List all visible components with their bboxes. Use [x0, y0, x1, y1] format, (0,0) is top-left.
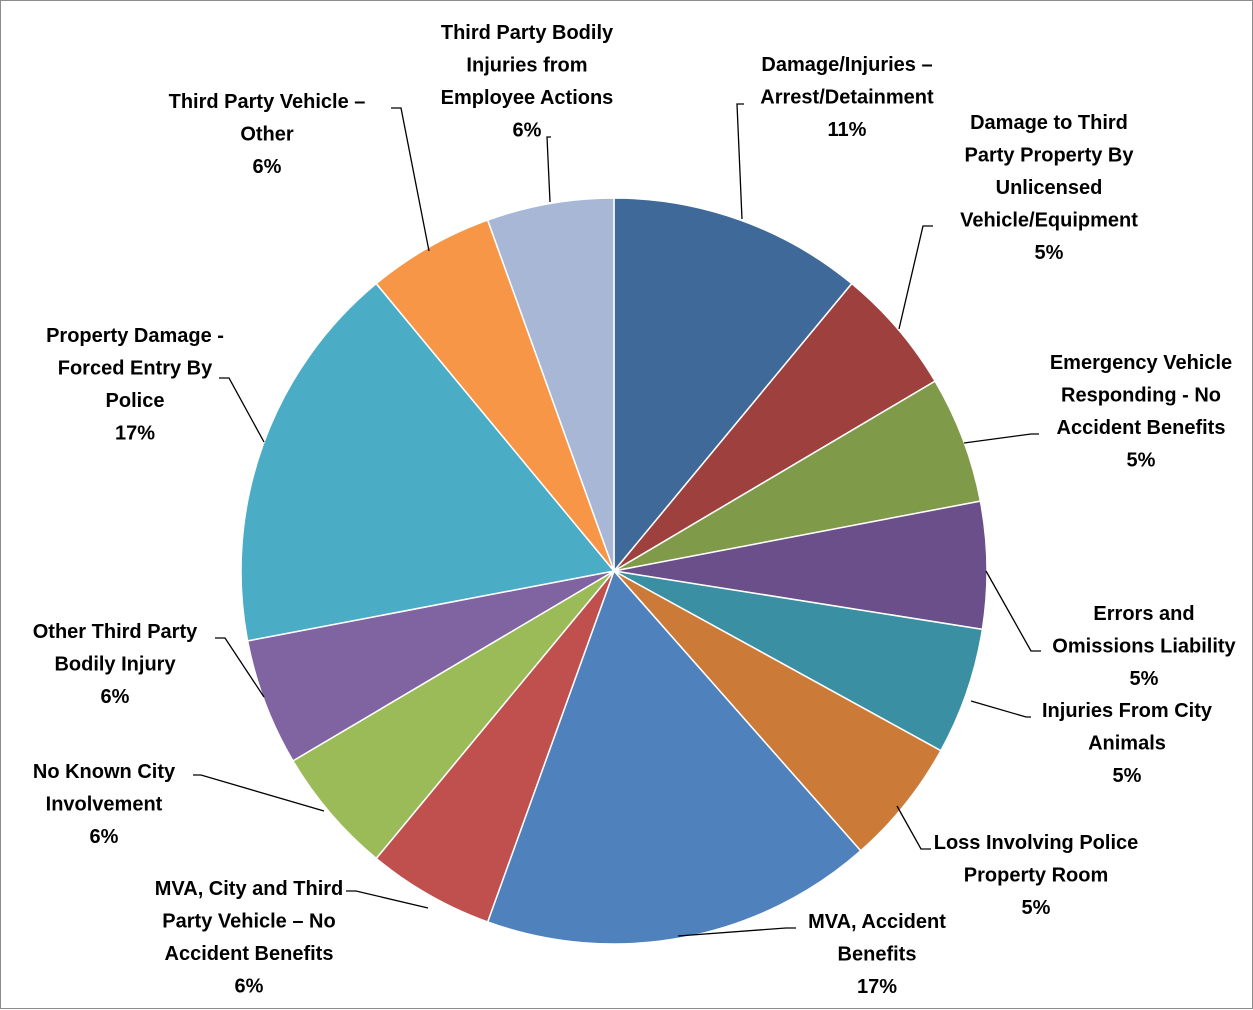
slice-percent-label: 5%	[1127, 450, 1156, 472]
slice-category-label: Employee Actions	[441, 87, 614, 109]
leader-line	[677, 927, 796, 937]
slice-category-label: MVA, Accident	[808, 911, 946, 933]
slice-label: Injuries From City Animals 5%	[1042, 700, 1213, 787]
slice-category-label: No Known City	[33, 761, 176, 783]
leader-line	[963, 433, 1039, 444]
slice-label: Errors and Omissions Liability 5%	[1052, 603, 1236, 690]
slice-category-label: Animals	[1088, 733, 1166, 755]
slice-category-label: Damage/Injuries –	[761, 54, 932, 76]
slice-percent-label: 6%	[235, 976, 264, 998]
slice-category-label: Accident Benefits	[165, 943, 334, 965]
slice-label: Other Third Party Bodily Injury 6%	[33, 621, 198, 708]
pie-slice	[291, 570, 615, 860]
leader-line	[898, 225, 933, 330]
slice-label: MVA, City and Third Party Vehicle – No Acc…	[155, 878, 344, 998]
slice-percent-label: 6%	[101, 686, 130, 708]
slice-label: Emergency Vehicle Responding - No Accident…	[1050, 352, 1232, 472]
slice-label: MVA, Accident Benefits 17%	[808, 911, 946, 998]
slice-category-label: Benefits	[838, 944, 917, 966]
leader-line	[896, 805, 931, 850]
leader-line	[546, 136, 551, 203]
slice-percent-label: 6%	[253, 156, 282, 178]
slice-category-label: Property Damage -	[46, 325, 224, 347]
slice-percent-label: 17%	[857, 976, 897, 998]
pie-slice	[240, 282, 616, 642]
slice-category-label: Emergency Vehicle	[1050, 352, 1232, 374]
pie-slice	[613, 282, 937, 572]
slice-category-label: Unlicensed	[996, 177, 1103, 199]
slice-labels: Damage/Injuries – Arrest/Detainment 11% Dam…	[33, 22, 1237, 998]
leader-line	[193, 774, 325, 812]
slice-category-label: Other Third Party	[33, 621, 198, 643]
slice-category-label: Forced Entry By	[58, 358, 213, 380]
leader-line	[985, 570, 1041, 652]
slice-category-label: Omissions Liability	[1052, 636, 1236, 658]
pie-slice	[613, 500, 988, 631]
slice-category-label: Third Party Vehicle –	[169, 91, 366, 113]
slice-category-label: Party Vehicle – No	[162, 911, 335, 933]
slice-category-label: MVA, City and Third	[155, 878, 344, 900]
slice-category-label: Party Property By	[965, 145, 1135, 167]
leader-lines	[193, 103, 1041, 937]
slice-percent-label: 6%	[90, 826, 119, 848]
pie-slice	[613, 570, 942, 852]
pie-slice	[613, 570, 984, 752]
slice-category-label: Damage to Third	[970, 112, 1128, 134]
leader-line	[970, 700, 1031, 718]
slice-percent-label: 5%	[1022, 897, 1051, 919]
slice-percent-label: 17%	[115, 423, 155, 445]
slice-label: No Known City Involvement 6%	[33, 761, 176, 848]
slice-category-label: Other	[240, 124, 294, 146]
slice-category-label: Bodily Injury	[54, 654, 176, 676]
slice-percent-label: 6%	[513, 120, 542, 142]
pie-slice	[375, 219, 615, 572]
leader-line	[219, 377, 265, 443]
pie-slice	[375, 570, 615, 923]
pie-slice	[613, 197, 853, 574]
slice-percent-label: 5%	[1035, 242, 1064, 264]
pie-slices	[240, 197, 988, 945]
slice-category-label: Arrest/Detainment	[760, 87, 934, 109]
slice-category-label: Property Room	[964, 865, 1108, 887]
slice-category-label: Accident Benefits	[1057, 417, 1226, 439]
leader-line	[736, 103, 744, 220]
slice-percent-label: 5%	[1113, 765, 1142, 787]
slice-percent-label: 11%	[828, 119, 867, 141]
slice-category-label: Vehicle/Equipment	[960, 210, 1138, 232]
slice-percent-label: 5%	[1130, 668, 1159, 690]
slice-category-label: Involvement	[46, 794, 163, 816]
pie-slice	[486, 197, 615, 572]
slice-category-label: Third Party Bodily	[441, 22, 614, 44]
leader-line	[391, 107, 430, 252]
pie-slice	[613, 380, 982, 572]
slice-category-label: Responding - No	[1061, 385, 1221, 407]
slice-category-label: Errors and	[1093, 603, 1194, 625]
pie-slice	[246, 570, 615, 762]
slice-label: Property Damage - Forced Entry By Police 17…	[46, 325, 224, 445]
leader-line	[346, 890, 429, 909]
slice-label: Damage/Injuries – Arrest/Detainment 11%	[760, 54, 934, 141]
slice-category-label: Loss Involving Police	[934, 832, 1139, 854]
leader-line	[215, 637, 265, 698]
slice-category-label: Injuries from	[466, 55, 587, 77]
slice-label: Loss Involving Police Property Room 5%	[934, 832, 1139, 919]
slice-label: Third Party Vehicle – Other 6%	[169, 91, 366, 178]
slice-category-label: Police	[106, 390, 165, 412]
slice-label: Damage to Third Party Property By Unlicens…	[960, 112, 1138, 264]
slice-label: Third Party Bodily Injuries from Employee …	[441, 22, 614, 142]
slice-category-label: Injuries From City	[1042, 700, 1213, 722]
